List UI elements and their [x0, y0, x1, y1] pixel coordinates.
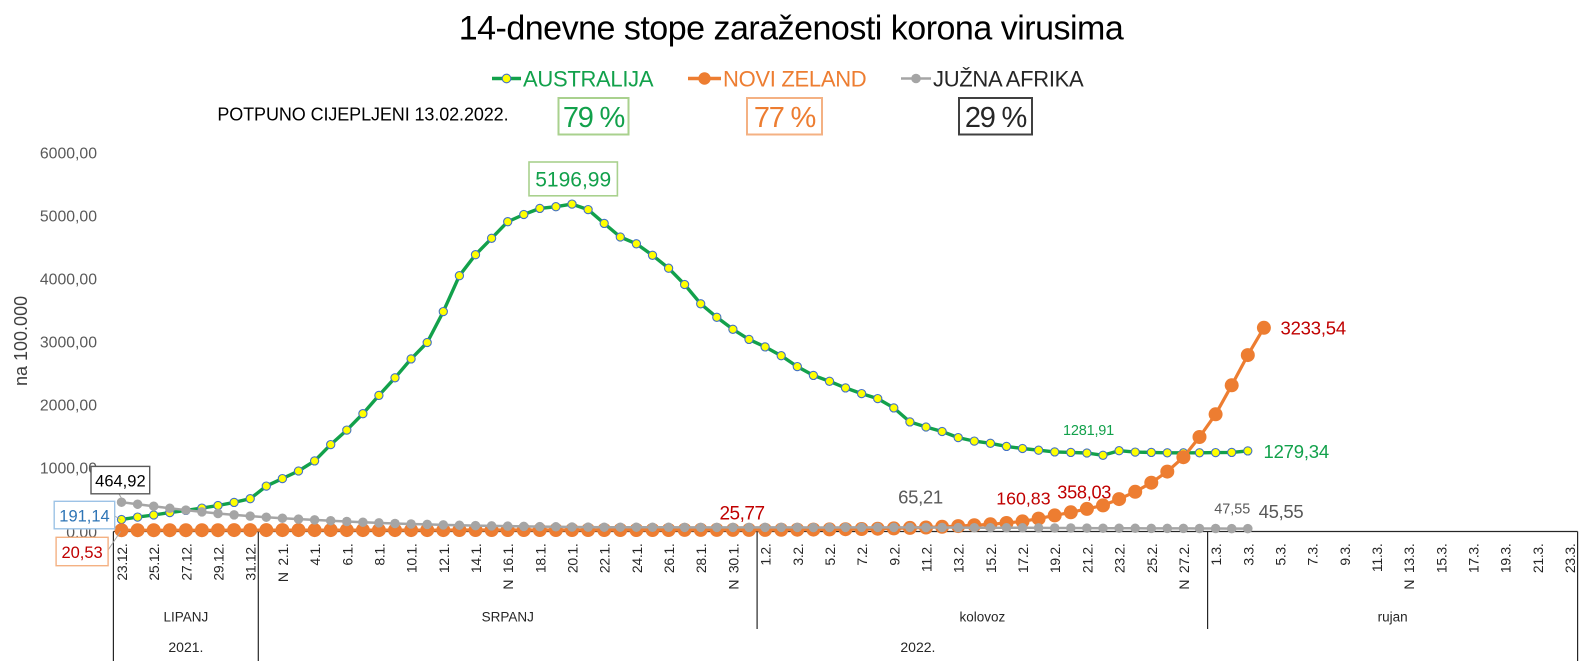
svg-text:26.1.: 26.1.	[661, 544, 677, 574]
svg-text:25.12.: 25.12.	[146, 544, 162, 581]
svg-text:1000,00: 1000,00	[40, 461, 97, 478]
svg-text:14-dnevne stope zaraženosti ko: 14-dnevne stope zaraženosti korona virus…	[459, 10, 1124, 48]
svg-text:31.12.: 31.12.	[243, 544, 259, 581]
svg-text:25.2.: 25.2.	[1144, 544, 1160, 574]
svg-text:JUŽNA AFRIKA: JUŽNA AFRIKA	[933, 67, 1084, 92]
svg-text:1279,34: 1279,34	[1264, 441, 1329, 462]
svg-text:1.3.: 1.3.	[1208, 544, 1224, 566]
svg-text:19.3.: 19.3.	[1498, 544, 1514, 574]
svg-text:2000,00: 2000,00	[40, 398, 97, 415]
svg-text:17.2.: 17.2.	[1015, 544, 1031, 574]
svg-text:5196,99: 5196,99	[535, 169, 611, 192]
svg-text:10.1.: 10.1.	[404, 544, 420, 574]
svg-text:27.12.: 27.12.	[178, 544, 194, 581]
svg-text:358,03: 358,03	[1057, 483, 1111, 503]
svg-text:NOVI ZELAND: NOVI ZELAND	[723, 67, 866, 92]
svg-text:1281,91: 1281,91	[1063, 423, 1114, 439]
svg-text:N 16.1.: N 16.1.	[500, 544, 516, 590]
svg-text:23.3.: 23.3.	[1562, 544, 1578, 574]
svg-text:17.3.: 17.3.	[1466, 544, 1482, 574]
svg-text:N 13.3.: N 13.3.	[1401, 544, 1417, 590]
svg-text:13.2.: 13.2.	[951, 544, 967, 574]
svg-text:47,55: 47,55	[1214, 502, 1250, 518]
svg-text:6.1.: 6.1.	[339, 544, 355, 566]
svg-text:POTPUNO CIJEPLJENI 13.02.2022.: POTPUNO CIJEPLJENI 13.02.2022.	[217, 105, 508, 125]
svg-text:79 %: 79 %	[563, 102, 625, 134]
svg-text:160,83: 160,83	[996, 488, 1050, 508]
svg-text:23.2.: 23.2.	[1112, 544, 1128, 574]
svg-text:191,14: 191,14	[59, 508, 109, 526]
svg-text:65,21: 65,21	[898, 487, 943, 508]
svg-text:9.2.: 9.2.	[886, 544, 902, 566]
svg-text:12.1.: 12.1.	[436, 544, 452, 574]
svg-text:77 %: 77 %	[754, 102, 816, 134]
svg-text:21.3.: 21.3.	[1530, 544, 1546, 574]
svg-text:23.12.: 23.12.	[114, 544, 130, 581]
svg-text:4000,00: 4000,00	[40, 272, 97, 289]
svg-text:18.1.: 18.1.	[532, 544, 548, 574]
svg-text:kolovoz: kolovoz	[960, 610, 1006, 625]
svg-text:3000,00: 3000,00	[40, 335, 97, 352]
svg-text:11.2.: 11.2.	[919, 544, 935, 573]
svg-text:22.1.: 22.1.	[597, 544, 613, 574]
svg-text:3.3.: 3.3.	[1240, 544, 1256, 566]
svg-text:N 27.2.: N 27.2.	[1176, 544, 1192, 590]
svg-text:20.1.: 20.1.	[565, 544, 581, 574]
svg-text:19.2.: 19.2.	[1047, 544, 1063, 574]
svg-text:28.1.: 28.1.	[693, 544, 709, 574]
svg-text:5.3.: 5.3.	[1273, 544, 1289, 566]
svg-text:29.12.: 29.12.	[211, 544, 227, 581]
svg-text:11.3.: 11.3.	[1369, 544, 1385, 573]
svg-text:N 30.1.: N 30.1.	[725, 544, 741, 590]
svg-text:3.2.: 3.2.	[790, 544, 806, 566]
svg-text:5000,00: 5000,00	[40, 209, 97, 226]
svg-text:25,77: 25,77	[719, 504, 764, 525]
svg-text:21.2.: 21.2.	[1079, 544, 1095, 574]
svg-text:9.3.: 9.3.	[1337, 544, 1353, 566]
svg-text:8.1.: 8.1.	[371, 544, 387, 566]
svg-text:464,92: 464,92	[95, 473, 145, 491]
svg-text:rujan: rujan	[1378, 610, 1408, 625]
svg-text:6000,00: 6000,00	[40, 146, 97, 163]
svg-text:45,55: 45,55	[1259, 501, 1304, 522]
svg-text:5.2.: 5.2.	[822, 544, 838, 566]
svg-text:AUSTRALIJA: AUSTRALIJA	[523, 67, 654, 92]
svg-text:20,53: 20,53	[61, 544, 102, 562]
svg-text:3233,54: 3233,54	[1281, 318, 1346, 339]
svg-text:na 100.000: na 100.000	[11, 296, 31, 386]
svg-text:15.3.: 15.3.	[1433, 544, 1449, 574]
svg-text:7.3.: 7.3.	[1305, 544, 1321, 566]
svg-text:N 2.1.: N 2.1.	[275, 544, 291, 583]
svg-text:4.1.: 4.1.	[307, 544, 323, 566]
svg-text:1.2.: 1.2.	[758, 544, 774, 566]
svg-text:2022.: 2022.	[900, 639, 935, 655]
svg-text:29 %: 29 %	[965, 102, 1027, 134]
svg-text:15.2.: 15.2.	[983, 544, 999, 574]
svg-text:LIPANJ: LIPANJ	[164, 610, 209, 625]
svg-text:2021.: 2021.	[168, 639, 203, 655]
svg-text:7.2.: 7.2.	[854, 544, 870, 566]
svg-text:14.1.: 14.1.	[468, 544, 484, 574]
svg-text:SRPANJ: SRPANJ	[482, 610, 534, 625]
svg-text:24.1.: 24.1.	[629, 544, 645, 574]
